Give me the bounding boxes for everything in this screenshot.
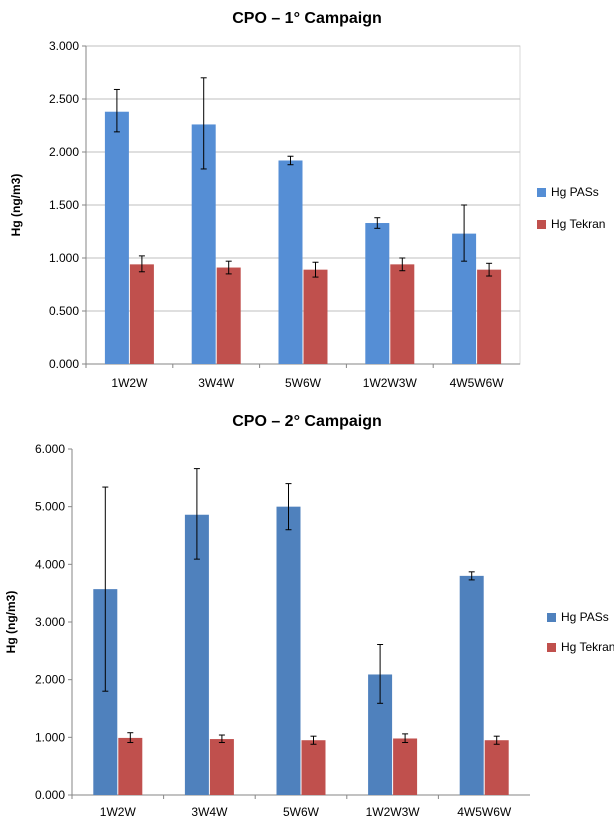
chart-cpo-2nd-campaign: CPO – 2° Campaign 0.000 1.000 2.000 3.000 4.0… [0,404,614,822]
chart-1-y-tick-label: 0.500 [49,304,79,318]
chart-cpo-1st-campaign: CPO – 1° Campaign 0.000 0.500 1.000 1.500 2.0… [0,0,614,404]
chart-1-x-tick-label: 1W2W3W [363,376,418,390]
chart-1-bar [129,264,154,364]
chart-1-x-tick-label: 3W4W [198,376,235,390]
chart-1-bar [104,111,129,364]
chart-1-x-tick-label: 5W6W [285,376,322,390]
chart-1-bar [390,264,415,364]
chart-2-x-tick-label: 1W2W3W [366,805,421,819]
chart-2-svg: CPO – 2° Campaign 0.000 1.000 2.000 3.000 4.0… [4,413,614,819]
chart-1-legend-swatch [537,188,546,197]
chart-1-x-tick-label: 4W5W6W [450,376,505,390]
chart-1-svg: CPO – 1° Campaign 0.000 0.500 1.000 1.500 2.0… [9,10,605,390]
chart-1-y-tick-label: 0.000 [49,357,79,371]
chart-2-y-tick-label: 4.000 [35,557,65,571]
chart-1-y-axis-label: Hg (ng/m3) [9,174,23,237]
chart-2-bar [459,575,484,795]
chart-1-y-tick-label: 2.000 [49,145,79,159]
chart-2-y-axis-label: Hg (ng/m3) [4,591,18,654]
chart-2-y-tick-label: 3.000 [35,615,65,629]
chart-2-title: CPO – 2° Campaign [232,413,382,430]
chart-1-y-tick-label: 1.000 [49,251,79,265]
chart-2-bar [209,739,234,795]
chart-1-bar [303,269,328,364]
chart-2-x-tick-label: 4W5W6W [457,805,512,819]
chart-1-y-tick-label: 3.000 [49,39,79,53]
chart-2-x-tick-label: 5W6W [283,805,320,819]
chart-1-x-tick-label: 1W2W [111,376,148,390]
chart-2-bar [301,740,326,795]
chart-2-bar [118,737,143,795]
chart-2-bar [484,740,509,795]
chart-2-y-tick-label: 2.000 [35,673,65,687]
chart-1-legend-label: Hg PASs [551,185,599,199]
chart-1-legend-swatch [537,220,546,229]
chart-2-bar [276,506,301,795]
chart-2-y-tick-label: 1.000 [35,730,65,744]
chart-2-y-tick-label: 5.000 [35,500,65,514]
chart-1-bar [477,269,502,364]
chart-2-x-tick-label: 1W2W [100,805,137,819]
chart-2-legend-label: Hg Tekran [561,640,614,654]
chart-2-legend-label: Hg PASs [561,610,609,624]
chart-1-legend-label: Hg Tekran [551,217,605,231]
chart-1-bar [216,267,241,364]
chart-2-y-tick-label: 0.000 [35,788,65,802]
chart-2-bar [393,738,418,795]
chart-2-bar [184,514,209,795]
chart-2-legend-swatch [547,613,556,622]
chart-2-x-tick-label: 3W4W [191,805,228,819]
chart-1-y-tick-label: 1.500 [49,198,79,212]
chart-2-y-tick-label: 6.000 [35,442,65,456]
chart-1-bar [278,160,303,364]
chart-1-title: CPO – 1° Campaign [232,10,382,27]
chart-1-bar [365,223,390,364]
chart-2-legend-swatch [547,643,556,652]
chart-1-y-tick-label: 2.500 [49,92,79,106]
